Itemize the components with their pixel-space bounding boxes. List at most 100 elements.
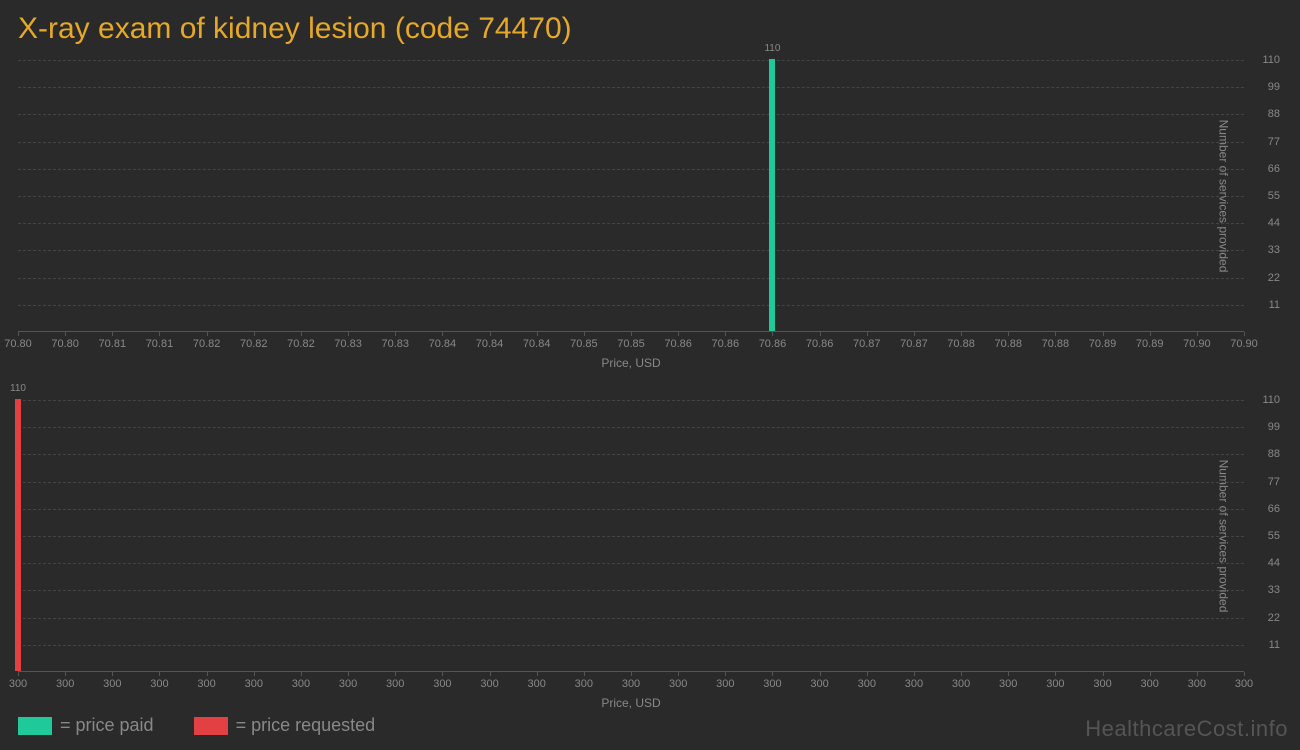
data-bar: 110 [15, 399, 21, 671]
y-tick-label: 55 [1250, 190, 1280, 202]
x-tick-mark [678, 332, 679, 336]
x-tick-mark [159, 672, 160, 676]
chart-title: X-ray exam of kidney lesion (code 74470) [18, 12, 572, 46]
y-tick-label: 33 [1250, 244, 1280, 256]
y-tick-label: 88 [1250, 108, 1280, 120]
gridline [18, 223, 1244, 224]
x-tick-label: 70.88 [994, 338, 1022, 350]
y-axis-label: Number of services provided [1217, 119, 1231, 272]
x-tick-mark [631, 332, 632, 336]
y-tick-label: 44 [1250, 557, 1280, 569]
x-tick-mark [442, 672, 443, 676]
y-tick-label: 110 [1250, 394, 1280, 406]
y-tick-label: 77 [1250, 136, 1280, 148]
y-tick-label: 99 [1250, 421, 1280, 433]
x-tick-label: 300 [1141, 678, 1159, 690]
x-tick-mark [301, 672, 302, 676]
x-tick-label: 300 [150, 678, 168, 690]
x-tick-label: 300 [1046, 678, 1064, 690]
x-tick-label: 300 [386, 678, 404, 690]
x-tick-mark [537, 672, 538, 676]
x-tick-label: 70.86 [712, 338, 740, 350]
x-tick-mark [1055, 332, 1056, 336]
x-tick-mark [584, 672, 585, 676]
data-bar: 110 [769, 59, 775, 331]
x-tick-mark [112, 332, 113, 336]
x-tick-label: 70.83 [334, 338, 362, 350]
x-tick-mark [678, 672, 679, 676]
y-tick-label: 55 [1250, 530, 1280, 542]
x-tick-mark [772, 672, 773, 676]
x-tick-label: 70.88 [947, 338, 975, 350]
x-tick-label: 300 [905, 678, 923, 690]
chart-panel-0: 112233445566778899110Number of services … [18, 60, 1244, 370]
x-tick-mark [1197, 672, 1198, 676]
x-tick-label: 300 [339, 678, 357, 690]
x-tick-mark [725, 672, 726, 676]
x-tick-mark [725, 332, 726, 336]
x-tick-mark [395, 672, 396, 676]
x-tick-mark [584, 332, 585, 336]
gridline [18, 427, 1244, 428]
x-tick-mark [1103, 672, 1104, 676]
gridline [18, 305, 1244, 306]
x-tick-label: 300 [528, 678, 546, 690]
x-tick-label: 300 [952, 678, 970, 690]
x-tick-label: 70.84 [429, 338, 457, 350]
y-tick-label: 11 [1250, 639, 1280, 651]
x-tick-label: 70.82 [193, 338, 221, 350]
legend-label: = price paid [60, 715, 154, 736]
watermark: HealthcareCost.info [1085, 716, 1288, 742]
legend-item: = price requested [194, 715, 376, 736]
gridline [18, 590, 1244, 591]
x-tick-mark [348, 332, 349, 336]
x-tick-label: 300 [622, 678, 640, 690]
y-tick-label: 110 [1250, 54, 1280, 66]
x-tick-label: 70.80 [51, 338, 79, 350]
x-tick-mark [112, 672, 113, 676]
gridline [18, 87, 1244, 88]
x-tick-mark [254, 672, 255, 676]
y-tick-label: 22 [1250, 272, 1280, 284]
gridline [18, 196, 1244, 197]
x-tick-mark [1008, 672, 1009, 676]
x-tick-mark [537, 332, 538, 336]
x-tick-label: 70.87 [900, 338, 928, 350]
x-tick-mark [207, 672, 208, 676]
x-tick-label: 300 [292, 678, 310, 690]
x-tick-label: 300 [103, 678, 121, 690]
gridline [18, 400, 1244, 401]
x-tick-mark [490, 332, 491, 336]
x-tick-label: 300 [480, 678, 498, 690]
y-tick-label: 66 [1250, 503, 1280, 515]
x-tick-mark [1103, 332, 1104, 336]
x-tick-label: 70.88 [1042, 338, 1070, 350]
x-tick-mark [1055, 672, 1056, 676]
x-tick-label: 70.82 [287, 338, 315, 350]
x-tick-label: 70.86 [759, 338, 787, 350]
x-tick-mark [18, 672, 19, 676]
x-tick-mark [442, 332, 443, 336]
x-tick-mark [820, 672, 821, 676]
x-tick-label: 70.85 [570, 338, 598, 350]
x-tick-mark [961, 672, 962, 676]
x-tick-mark [820, 332, 821, 336]
chart-area: 112233445566778899110Number of services … [18, 400, 1244, 672]
x-tick-row: 70.8070.8070.8170.8170.8270.8270.8270.83… [18, 336, 1244, 354]
x-tick-label: 70.84 [476, 338, 504, 350]
x-tick-label: 70.83 [381, 338, 409, 350]
x-tick-mark [254, 332, 255, 336]
y-tick-label: 33 [1250, 584, 1280, 596]
x-tick-label: 300 [716, 678, 734, 690]
x-tick-label: 300 [763, 678, 781, 690]
x-tick-label: 300 [1093, 678, 1111, 690]
x-tick-label: 70.89 [1136, 338, 1164, 350]
gridline [18, 454, 1244, 455]
y-tick-label: 99 [1250, 81, 1280, 93]
x-tick-mark [490, 672, 491, 676]
legend-swatch [18, 717, 52, 735]
x-tick-mark [159, 332, 160, 336]
x-tick-label: 70.86 [664, 338, 692, 350]
gridline [18, 114, 1244, 115]
x-tick-mark [1008, 332, 1009, 336]
